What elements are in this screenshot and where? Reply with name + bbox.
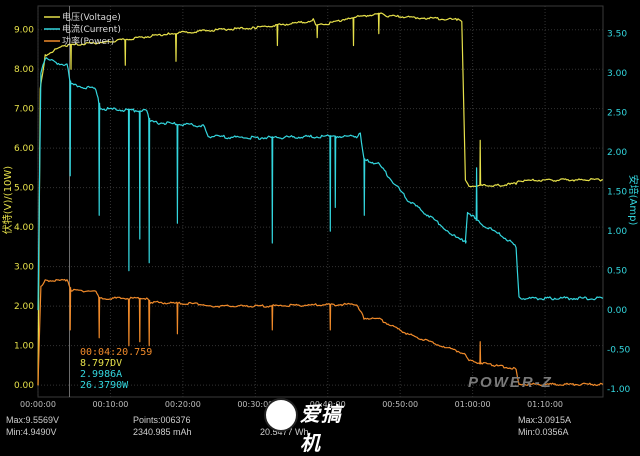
y-tick-right-label: -1.00	[607, 385, 631, 395]
y-axis-left-ticks: 9.00 8.00 7.00 6.00 5.00 4.00 3.00 2.00 1.00 0.00	[14, 26, 34, 391]
status-bar: Max:9.5569V Min:4.9490V Points:006376 23…	[0, 412, 640, 438]
y-tick-left-label: 9.00	[14, 26, 34, 36]
legend: 电压(Voltage)电流(Current)功率(Power)	[44, 11, 121, 47]
y-tick-left-label: 1.00	[14, 342, 34, 352]
status-max-voltage: Max:9.5569V	[6, 415, 60, 425]
x-tick-label: 00:50:00	[382, 400, 418, 409]
series-line-current	[37, 57, 604, 311]
y-tick-left-label: 2.00	[14, 302, 34, 312]
series-group	[37, 12, 604, 387]
cursor-readout: 00:04:20.759 8.797DV 2.9986A 26.3790W	[80, 347, 152, 391]
x-tick-label: 00:00:00	[20, 400, 56, 409]
y-tick-left-label: 8.00	[14, 65, 34, 75]
x-tick-label: 00:40:00	[310, 400, 346, 409]
plot-frame	[37, 5, 604, 398]
legend-label: 电流(Current)	[62, 23, 121, 35]
x-tick-label: 01:10:00	[527, 400, 563, 409]
x-tick-label: 00:20:00	[165, 400, 201, 409]
chart: 9.00 8.00 7.00 6.00 5.00 4.00 3.00 2.00 1.00 0.00…	[1, 5, 640, 409]
status-wh: 20.5477 Wh	[260, 427, 309, 437]
y-tick-left-label: 6.00	[14, 144, 34, 154]
status-min-voltage: Min:4.9490V	[6, 427, 57, 437]
y-tick-right-label: -0.50	[607, 346, 631, 356]
y-tick-left-label: 5.00	[14, 184, 34, 194]
brand-watermark: POWER-Z	[468, 374, 553, 391]
cursor-time: 00:04:20.759	[80, 347, 153, 358]
y-tick-right-label: 2.00	[607, 148, 627, 158]
status-mah: 2340.985 mAh	[133, 427, 192, 437]
chart-grid	[37, 5, 604, 398]
y-tick-right-label: 0.50	[607, 267, 627, 277]
y-axis-left-label: 伏特(V)/(10W)	[1, 166, 14, 235]
y-tick-left-label: 3.00	[14, 263, 34, 273]
y-tick-left-label: 0.00	[14, 381, 34, 391]
series-line-voltage	[37, 12, 603, 386]
cursor-power: 26.3790W	[80, 380, 129, 391]
x-tick-label: 00:30:00	[237, 400, 273, 409]
logo-mascot-icon	[264, 398, 298, 432]
y-tick-left-label: 4.00	[14, 223, 34, 233]
cursor-current: 2.9986A	[80, 369, 123, 380]
y-tick-left-label: 7.00	[14, 105, 34, 115]
logo: 爱搞机	[262, 396, 352, 455]
y-tick-right-label: 1.50	[607, 188, 627, 198]
status-max-current: Max:3.0915A	[518, 415, 572, 425]
y-tick-right-label: 1.00	[607, 227, 627, 237]
status-points: Points:006376	[133, 415, 191, 425]
y-axis-right-label: 安培(Amp)	[627, 175, 640, 226]
legend-label: 功率(Power)	[62, 35, 114, 47]
status-min-current: Min:0.0356A	[518, 427, 569, 437]
y-tick-right-label: 3.50	[607, 30, 627, 40]
y-tick-right-label: 0.00	[607, 306, 627, 316]
logo-text: 爱搞机	[300, 402, 342, 455]
legend-label: 电压(Voltage)	[62, 11, 121, 23]
x-axis-ticks: 00:00:00 00:10:00 00:20:00 00:30:00 00:40:00…	[20, 400, 563, 409]
y-tick-right-label: 2.50	[607, 109, 627, 119]
cursor-voltage: 8.797DV	[80, 358, 123, 369]
x-tick-label: 01:00:00	[455, 400, 491, 409]
x-tick-label: 00:10:00	[92, 400, 128, 409]
y-tick-right-label: 3.00	[607, 69, 627, 79]
y-axis-right-ticks: 3.50 3.00 2.50 2.00 1.50 1.00 0.50 0.00 -0.50 -1.…	[607, 30, 631, 395]
series-line-power	[37, 278, 604, 387]
